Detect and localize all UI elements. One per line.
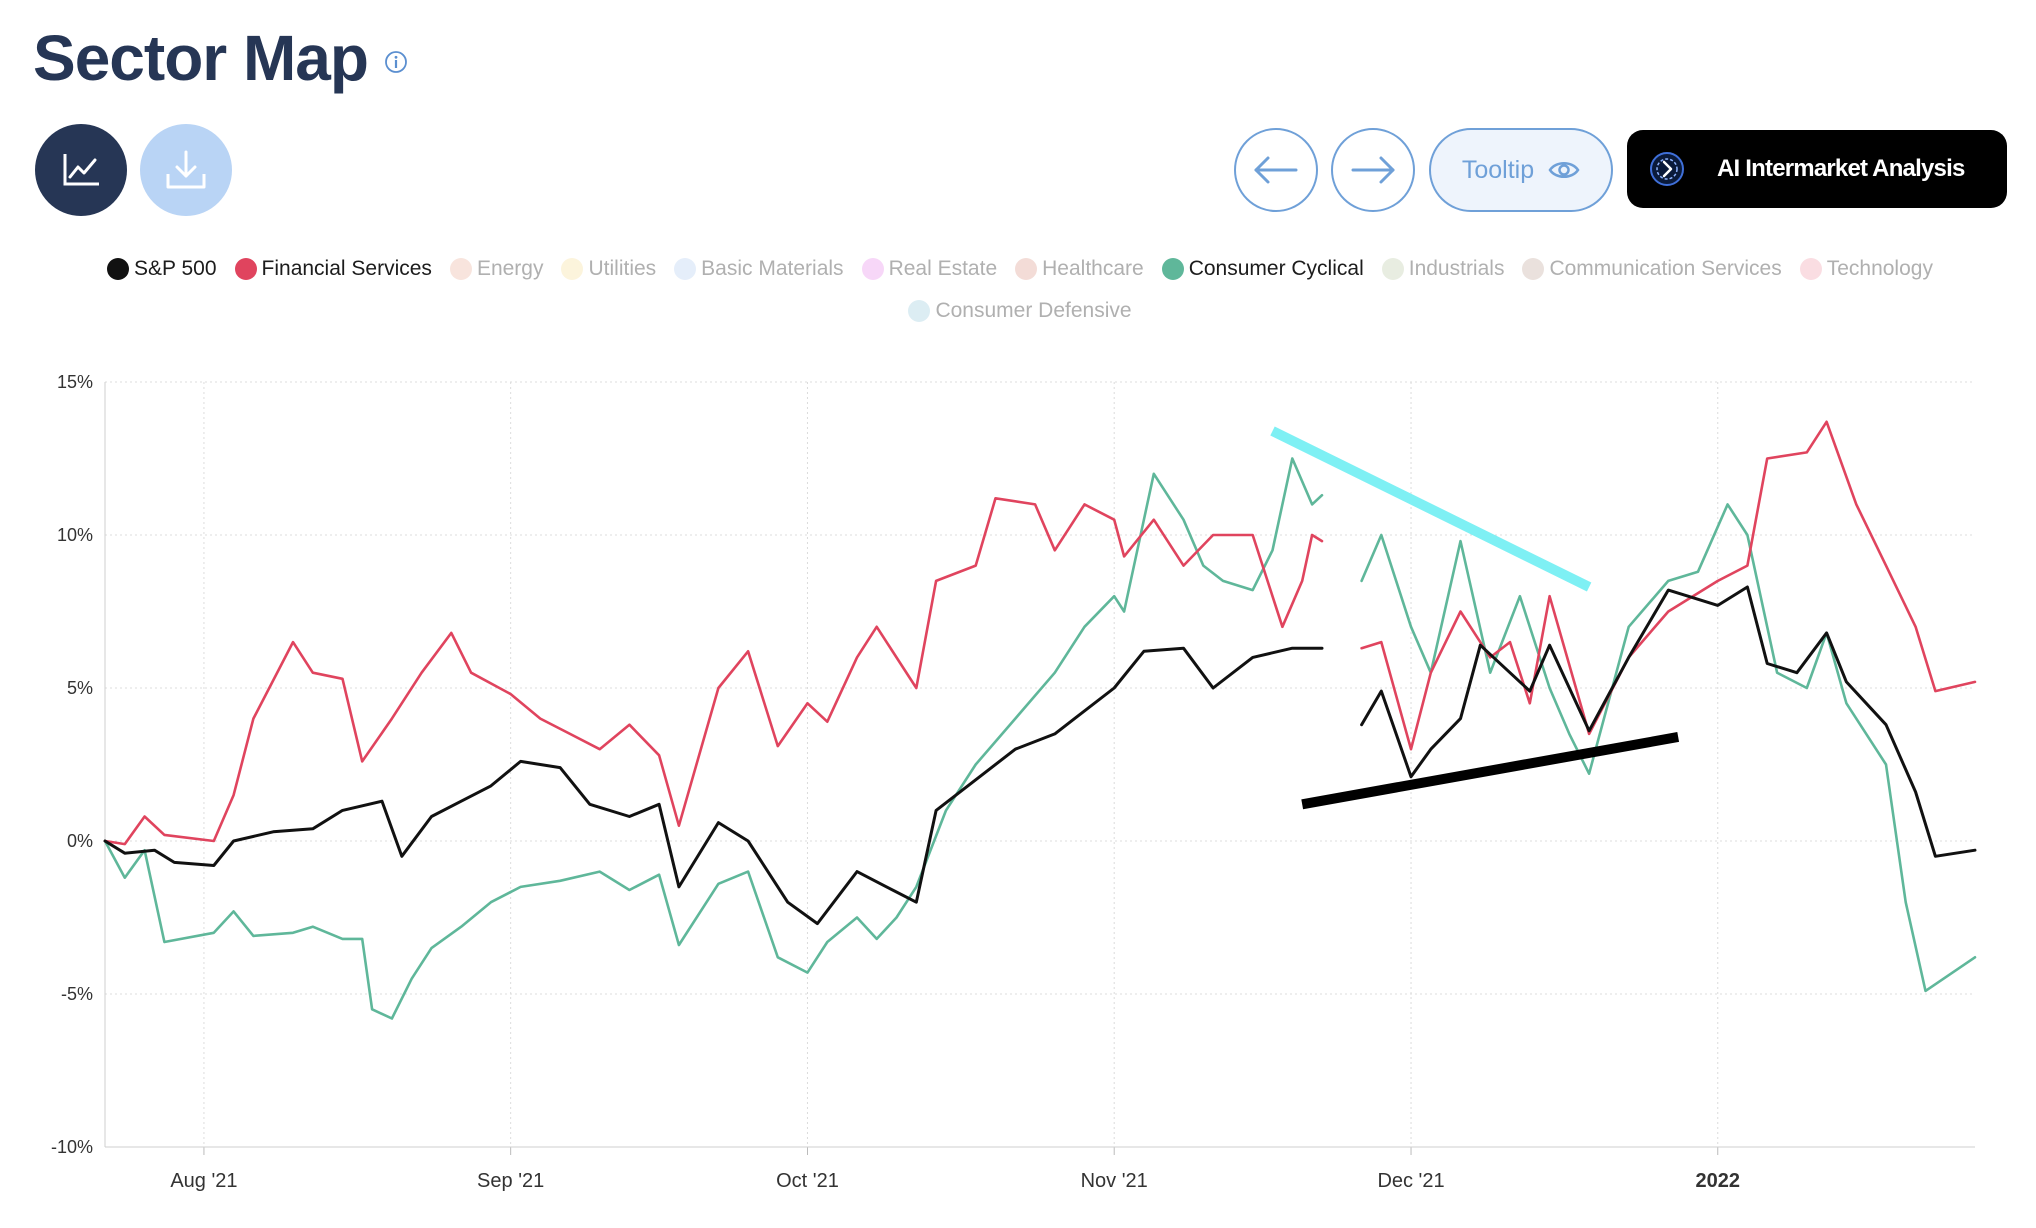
- tooltip-toggle-button[interactable]: Tooltip: [1429, 128, 1613, 212]
- legend-label: Industrials: [1408, 257, 1505, 280]
- legend-label: Utilities: [588, 257, 657, 280]
- arrow-right-icon: [1351, 156, 1395, 184]
- ai-brain-icon: [1650, 152, 1684, 186]
- legend-swatch: [234, 258, 257, 280]
- title-row: Sector Map: [33, 18, 408, 98]
- legend-item[interactable]: Basic Materials: [674, 254, 844, 284]
- ai-intermarket-analysis-button[interactable]: AI Intermarket Analysis: [1627, 130, 2007, 208]
- legend-swatch: [449, 258, 472, 280]
- y-tick-label: 5%: [67, 678, 93, 698]
- legend-item[interactable]: Consumer Cyclical: [1161, 254, 1364, 284]
- x-tick-label: Sep '21: [477, 1170, 544, 1192]
- chart-legend: S&P 500 Financial Services Energy Utilities…: [60, 254, 1980, 326]
- trendline-resistance: [1270, 426, 1592, 592]
- legend-label: Consumer Defensive: [935, 299, 1132, 322]
- legend-label: Healthcare: [1042, 257, 1144, 280]
- x-tick-label: Dec '21: [1377, 1170, 1444, 1192]
- legend-swatch: [1799, 258, 1822, 280]
- eye-icon: [1548, 162, 1580, 178]
- legend-label: S&P 500: [134, 257, 217, 280]
- ai-button-label: AI Intermarket Analysis: [1717, 155, 1965, 182]
- legend-label: Basic Materials: [701, 257, 844, 280]
- legend-swatch: [674, 258, 697, 280]
- tooltip-label: Tooltip: [1461, 155, 1535, 184]
- legend-swatch: [1015, 258, 1038, 280]
- legend-label: Financial Services: [261, 257, 432, 280]
- legend-item[interactable]: Real Estate: [861, 254, 998, 284]
- previous-button[interactable]: [1234, 128, 1318, 212]
- y-tick-label: 0%: [67, 831, 93, 851]
- y-tick-label: 15%: [57, 372, 93, 392]
- legend-swatch: [1381, 258, 1404, 280]
- legend-label: Real Estate: [888, 257, 998, 280]
- series-line: [103, 585, 1977, 926]
- legend-item[interactable]: Healthcare: [1015, 254, 1144, 284]
- legend-item[interactable]: Consumer Defensive: [908, 296, 1132, 326]
- legend-item[interactable]: Financial Services: [234, 254, 432, 284]
- y-tick-label: -10%: [51, 1137, 93, 1157]
- series-line: [103, 457, 1977, 1020]
- legend-item[interactable]: Communication Services: [1522, 254, 1782, 284]
- y-tick-label: 10%: [57, 525, 93, 545]
- series-line: [103, 420, 1977, 846]
- legend-swatch: [1161, 258, 1184, 280]
- legend-item[interactable]: Industrials: [1381, 254, 1505, 284]
- legend-item[interactable]: Technology: [1799, 254, 1933, 284]
- legend-item[interactable]: S&P 500: [107, 254, 217, 284]
- arrow-left-icon: [1254, 156, 1298, 184]
- x-tick-label: Oct '21: [776, 1170, 839, 1192]
- legend-swatch: [1522, 258, 1545, 280]
- x-tick-label: Aug '21: [170, 1170, 237, 1192]
- download-button[interactable]: [140, 124, 232, 216]
- legend-label: Consumer Cyclical: [1188, 257, 1364, 280]
- legend-item[interactable]: Energy: [449, 254, 544, 284]
- legend-swatch: [561, 258, 584, 280]
- legend-swatch: [107, 258, 130, 280]
- y-tick-label: -5%: [61, 984, 93, 1004]
- line-chart-icon: [63, 154, 99, 186]
- sector-line-chart: 15% 10% 5% 0% -5% -10% Aug '21 Sep '21 Oct '21 No…: [51, 372, 1977, 1192]
- x-tick-label: Nov '21: [1081, 1170, 1148, 1192]
- info-icon[interactable]: [384, 50, 408, 74]
- trendline-support: [1301, 732, 1680, 810]
- legend-label: Technology: [1826, 257, 1933, 280]
- legend-label: Communication Services: [1549, 257, 1782, 280]
- chart-view-button[interactable]: [35, 124, 127, 216]
- legend-label: Energy: [476, 257, 544, 280]
- page-title: Sector Map: [33, 22, 369, 94]
- x-tick-label: 2022: [1696, 1170, 1741, 1192]
- legend-item[interactable]: Utilities: [561, 254, 656, 284]
- legend-swatch: [861, 258, 884, 280]
- legend-swatch: [908, 300, 931, 322]
- download-icon: [166, 150, 206, 189]
- next-button[interactable]: [1331, 128, 1415, 212]
